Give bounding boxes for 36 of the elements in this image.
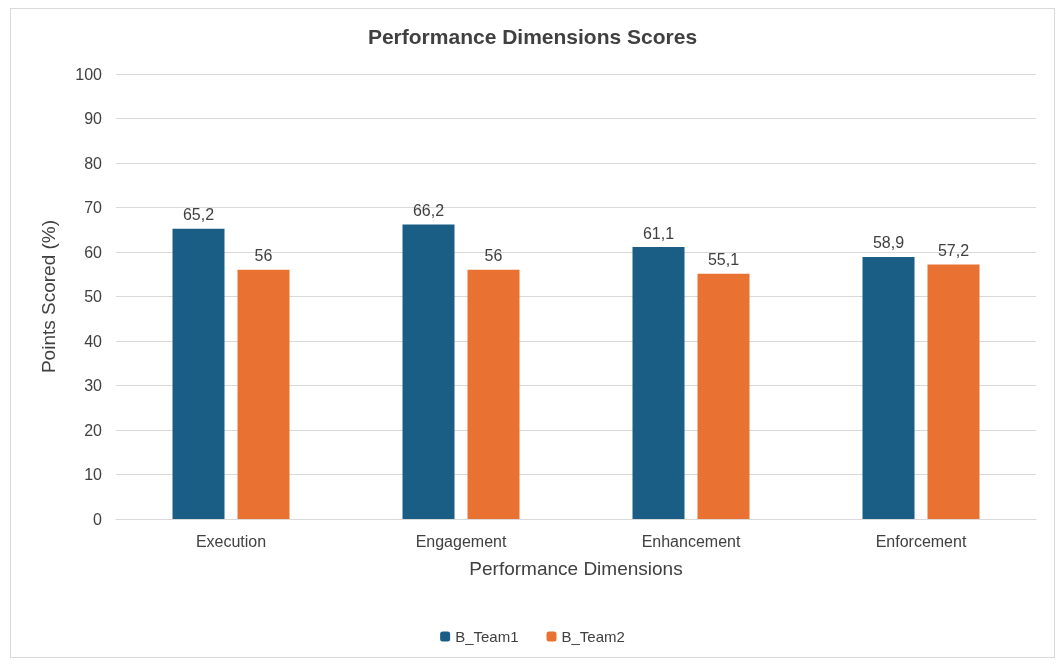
bar xyxy=(402,224,455,519)
bar xyxy=(862,256,915,519)
bar xyxy=(172,228,225,519)
data-label: 65,2 xyxy=(182,206,215,224)
y-tick-label: 70 xyxy=(84,199,103,216)
data-label: 58,9 xyxy=(872,234,905,252)
data-label: 57,2 xyxy=(937,241,970,259)
y-tick-label: 40 xyxy=(84,332,103,350)
y-tick-label: 100 xyxy=(75,65,103,83)
data-label: 56 xyxy=(254,247,273,265)
bar xyxy=(927,264,980,519)
bar xyxy=(697,273,750,519)
y-tick-label: 20 xyxy=(84,421,103,439)
y-tick-label: 60 xyxy=(84,243,103,261)
y-tick-label: 10 xyxy=(84,466,103,483)
data-label: 56 xyxy=(484,247,503,265)
x-tick-label: Enforcement xyxy=(875,532,967,550)
legend-label: B_Team2 xyxy=(561,628,625,645)
x-axis-title: Performance Dimensions xyxy=(469,558,683,579)
bar xyxy=(237,269,290,519)
chart-title: Performance Dimensions Scores xyxy=(367,25,698,48)
y-tick-label: 30 xyxy=(84,377,103,394)
y-tick-label: 50 xyxy=(84,288,103,305)
y-tick-label: 80 xyxy=(84,154,103,172)
legend-label: B_Team1 xyxy=(455,628,519,645)
y-tick-label: 90 xyxy=(84,110,103,127)
bar xyxy=(467,269,520,519)
x-tick-label: Execution xyxy=(195,532,267,550)
data-label: 66,2 xyxy=(412,201,445,219)
bar xyxy=(632,247,685,519)
data-label: 61,1 xyxy=(642,224,675,242)
x-tick-label: Engagement xyxy=(415,532,507,550)
y-axis-title: Points Scored (%) xyxy=(38,219,59,374)
data-label: 55,1 xyxy=(707,251,740,269)
x-tick-label: Enhancement xyxy=(641,532,741,550)
y-tick-label: 0 xyxy=(93,510,103,528)
